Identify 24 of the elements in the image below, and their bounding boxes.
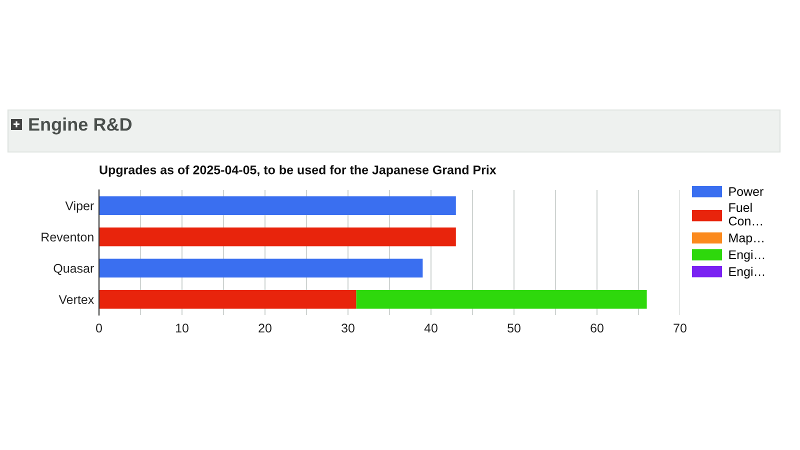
x-tick-label: 20 [258,324,272,333]
legend-label: Engi… [729,266,764,278]
bar [99,228,456,246]
x-tick-label: 0 [96,324,102,333]
y-tick-label: Reventon [42,232,94,242]
chart-title: Engine R&D [29,118,132,134]
x-tick-label: 30 [342,324,354,333]
bar [99,290,356,309]
x-tick-label: 10 [176,324,188,333]
y-tick-label: Quasar [54,264,94,276]
bar [356,290,647,309]
legend-label: Engi… [729,250,764,262]
x-tick-label: 70 [674,324,686,333]
y-tick-label: Viper [65,201,94,213]
y-tick-label: Vertex [58,295,94,304]
x-tick-label: 40 [424,324,438,333]
legend-label: Power [729,187,764,196]
bar [99,258,423,278]
x-tick-label: 50 [508,324,520,333]
chart-subtitle: Upgrades as of 2025-04-05, to be used for the Japanese Grand Prix [100,165,496,177]
legend-label: Fuel Con… [728,202,762,226]
bar [99,196,456,215]
legend-label: Map… [729,234,764,245]
x-tick-label: 60 [590,324,604,333]
